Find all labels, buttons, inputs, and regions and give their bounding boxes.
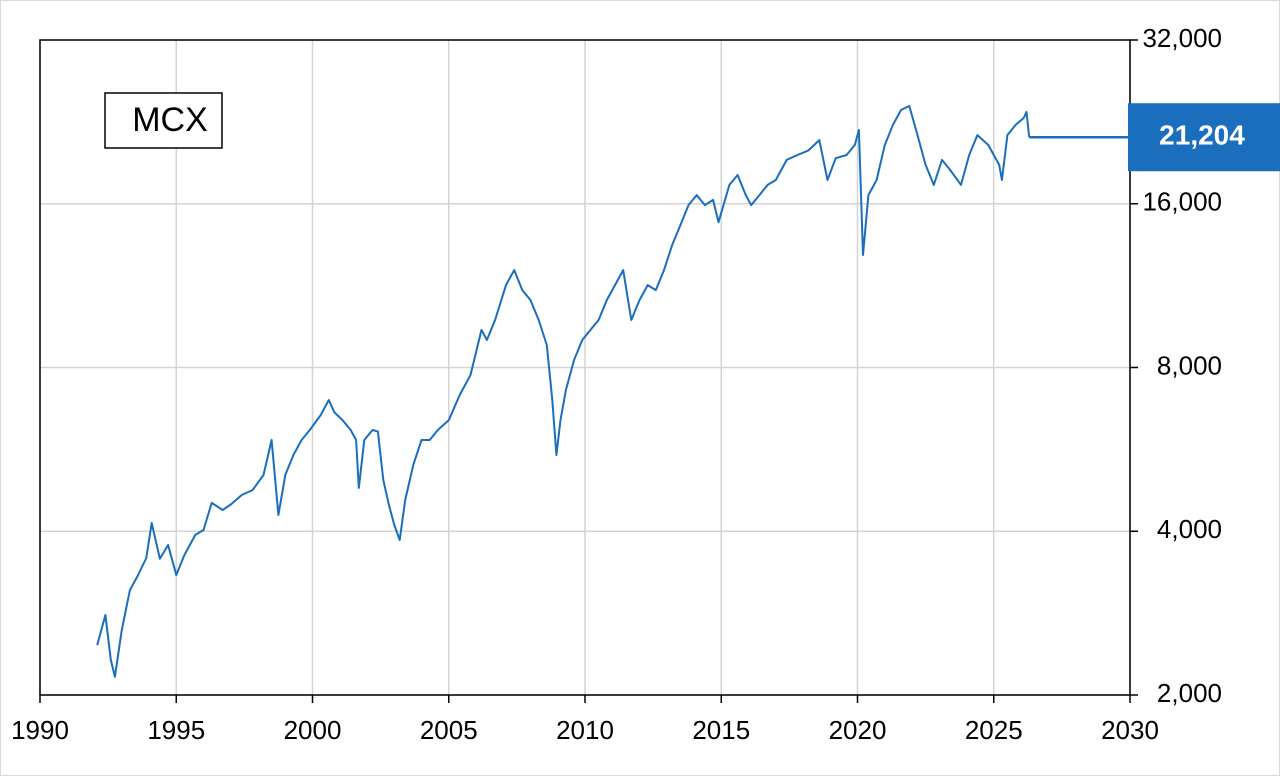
y-tick-label: 2,000	[1157, 678, 1222, 708]
legend-label: MCX	[132, 101, 208, 139]
last-value-box	[1128, 103, 1280, 172]
x-tick-label: 2030	[1101, 715, 1159, 745]
x-tick-label: 2000	[284, 715, 342, 745]
y-tick-label: 4,000	[1157, 514, 1222, 544]
series-line	[96, 105, 1031, 678]
plot	[96, 105, 1031, 678]
x-tick-label: 2005	[420, 715, 478, 745]
y-tick-label: 8,000	[1157, 350, 1222, 380]
x-tick-label: 2025	[965, 715, 1023, 745]
y-tick-label: 16,000	[1142, 187, 1222, 217]
x-tick-label: 1995	[147, 715, 205, 745]
last-value-label: 21,204	[1159, 120, 1245, 151]
x-tick-label: 1990	[11, 715, 69, 745]
x-tick-label: 2015	[692, 715, 750, 745]
x-tick-label: 2020	[829, 715, 887, 745]
legend-box	[104, 92, 223, 149]
x-tick-label: 2010	[556, 715, 614, 745]
y-tick-label: 32,000	[1142, 23, 1222, 53]
